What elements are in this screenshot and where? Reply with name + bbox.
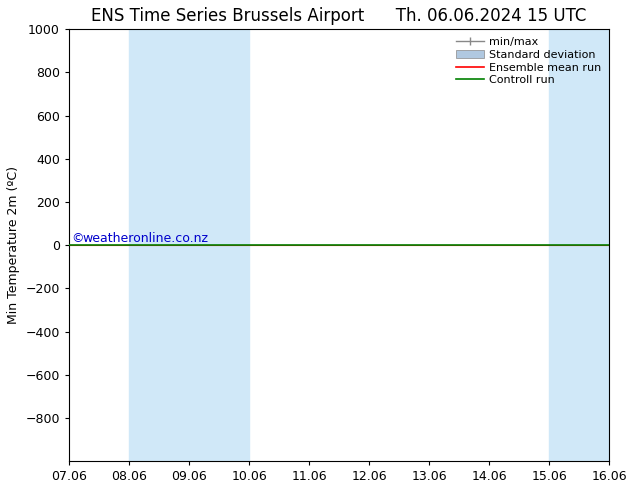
Y-axis label: Min Temperature 2m (ºC): Min Temperature 2m (ºC) — [7, 166, 20, 324]
Text: weatheronline.co.nz: weatheronline.co.nz — [82, 232, 209, 245]
Text: ©: © — [72, 232, 84, 245]
Legend: min/max, Standard deviation, Ensemble mean run, Controll run: min/max, Standard deviation, Ensemble me… — [451, 33, 606, 90]
Bar — [549, 29, 609, 461]
Title: ENS Time Series Brussels Airport      Th. 06.06.2024 15 UTC: ENS Time Series Brussels Airport Th. 06.… — [91, 7, 587, 25]
Bar — [129, 29, 249, 461]
